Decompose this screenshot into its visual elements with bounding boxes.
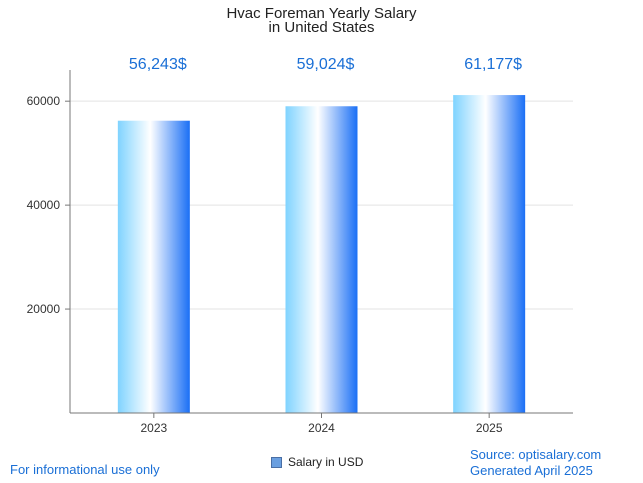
generated-text: Generated April 2025 [470, 463, 593, 478]
bar-2024 [285, 106, 358, 413]
x-tick-labels: 2023 2024 2025 [140, 413, 503, 435]
chart-title: Hvac Foreman Yearly Salary [226, 5, 417, 22]
x-tick-label: 2025 [476, 421, 503, 435]
legend-swatch [271, 456, 282, 468]
chart-subtitle: in United States [268, 19, 375, 36]
y-tick-label: 40000 [27, 198, 61, 212]
data-labels: 56,243$ 59,024$ 61,177$ [129, 56, 522, 73]
disclaimer-text: For informational use only [10, 462, 160, 477]
y-tick-labels: 20000 40000 60000 [27, 94, 61, 316]
bar-2025 [453, 95, 526, 413]
legend: Salary in USD [271, 455, 363, 469]
data-label-2025: 61,177$ [464, 56, 522, 73]
data-label-2024: 59,024$ [297, 56, 355, 73]
x-tick-label: 2023 [140, 421, 167, 435]
y-tick-label: 20000 [27, 302, 61, 316]
x-tick-label: 2024 [308, 421, 335, 435]
legend-label: Salary in USD [288, 455, 364, 469]
data-label-2023: 56,243$ [129, 56, 187, 73]
bars [117, 95, 526, 413]
y-tick-label: 60000 [27, 94, 61, 108]
bar-2023 [117, 120, 190, 413]
source-text: Source: optisalary.com [470, 447, 602, 462]
source-block: Source: optisalary.com Generated April 2… [470, 447, 601, 479]
